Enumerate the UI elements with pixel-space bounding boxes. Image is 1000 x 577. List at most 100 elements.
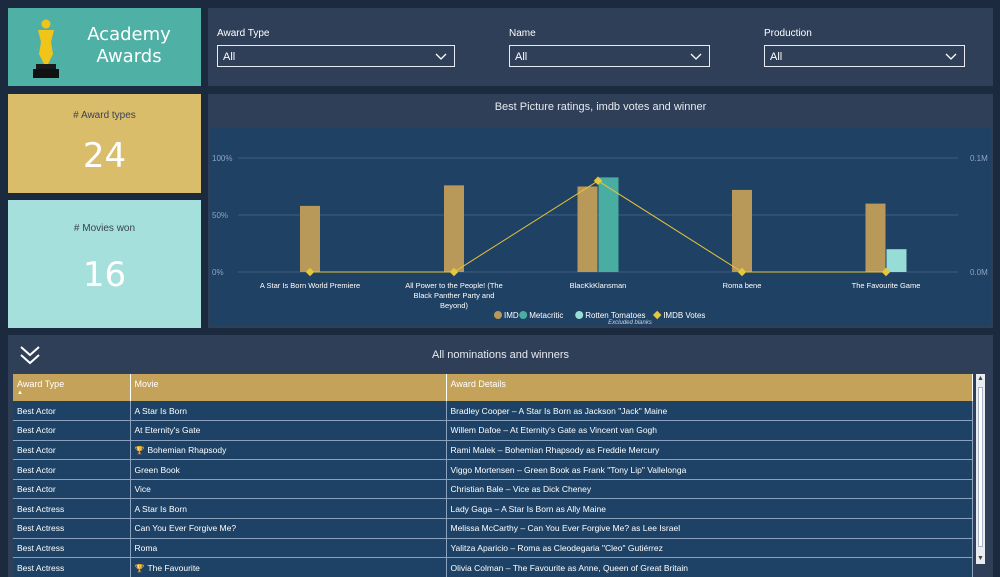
x-axis-tick-label: Beyond) <box>440 301 468 310</box>
x-axis-tick-label: Black Panther Party and <box>414 291 495 300</box>
cell-movie: 🏆 Bohemian Rhapsody <box>130 440 447 461</box>
scrollbar-thumb[interactable] <box>978 387 983 547</box>
column-header-movie-label: Movie <box>134 379 159 389</box>
nominations-table: Award Type ▲ Movie Award Details Best Act… <box>13 374 973 577</box>
cell-award-type: Best Actress <box>13 498 131 520</box>
column-header-award-details[interactable]: Award Details <box>446 374 973 401</box>
cell-movie: 🏆 The Favourite <box>130 557 447 577</box>
chart-line-point <box>449 267 459 277</box>
legend-marker <box>652 310 662 320</box>
legend-label: Metacritic <box>529 311 563 320</box>
column-header-movie[interactable]: Movie <box>130 374 447 401</box>
app-title-line1: Academy <box>87 24 171 45</box>
cell-movie: Vice <box>130 479 447 500</box>
y-axis-tick-label: 0% <box>212 268 224 277</box>
chart-plot-area[interactable]: 0% 50% 100% 0.0M 0.1M A Star Is Born World Pr… <box>210 128 991 326</box>
x-axis-tick-label: A Star Is Born World Premiere <box>260 281 360 290</box>
cell-award-details: Christian Bale – Vice as Dick Cheney <box>446 479 973 500</box>
cell-movie-label: Vice <box>134 484 151 495</box>
y-axis-tick-label: 100% <box>212 154 232 163</box>
logo-tile: Academy Awards <box>8 8 201 86</box>
cell-award-type: Best Actor <box>13 440 131 461</box>
combo-chart: 0% 50% 100% 0.0M 0.1M A Star Is Born World Pr… <box>212 154 988 326</box>
legend-label: IMD <box>504 311 519 320</box>
column-header-award-type[interactable]: Award Type ▲ <box>13 374 131 401</box>
cell-award-details: Yalitza Aparicio – Roma as Cleodegaria "… <box>446 538 973 559</box>
trophy-icon: 🏆 <box>134 445 145 455</box>
cell-movie-label: Roma <box>134 542 158 553</box>
chart-bar <box>577 186 598 272</box>
cell-award-type: Best Actress <box>13 518 131 539</box>
kpi-card-movies-won: # Movies won 16 <box>8 200 201 328</box>
y-axis-tick-label: 50% <box>212 211 228 220</box>
oscar-statue-icon <box>33 19 59 78</box>
cell-award-type: Best Actress <box>13 557 131 577</box>
legend-marker <box>519 311 528 319</box>
cell-award-type: Best Actor <box>13 479 131 500</box>
best-picture-chart-panel: Best Picture ratings, imdb votes and win… <box>208 94 993 328</box>
table-header-row: Award Type ▲ Movie Award Details <box>13 374 973 401</box>
cell-award-type: Best Actor <box>13 459 131 480</box>
table-title: All nominations and winners <box>432 349 569 361</box>
scroll-down-icon[interactable]: ▼ <box>977 555 984 562</box>
chart-bar <box>444 185 464 272</box>
cell-award-details: Willem Dafoe – At Eternity's Gate as Vin… <box>446 420 973 441</box>
cell-award-details: Olivia Colman – The Favourite as Anne, Q… <box>446 557 973 577</box>
x-axis-tick-label: The Favourite Game <box>852 281 921 290</box>
column-header-award-type-label: Award Type <box>17 379 65 389</box>
filter-bar: Award Type All Name All Production All <box>208 8 993 86</box>
cell-movie: Green Book <box>130 459 447 480</box>
filter-award-type-dropdown[interactable]: All <box>217 45 455 67</box>
cell-movie-label: The Favourite <box>147 562 200 573</box>
filter-name-dropdown[interactable]: All <box>509 45 710 67</box>
chevron-down-icon <box>435 53 447 60</box>
cell-award-details: Lady Gaga – A Star Is Born as Ally Maine <box>446 498 973 520</box>
x-axis-tick-label: BlacKkKlansman <box>570 281 627 290</box>
table-scrollbar[interactable]: ▲ ▼ <box>976 374 985 564</box>
kpi-movies-won-label: # Movies won <box>73 223 136 234</box>
chart-line-point <box>305 267 315 277</box>
double-chevron-down-icon[interactable] <box>18 344 42 366</box>
legend-note: Excluded blanks <box>608 320 652 326</box>
table-row[interactable]: Best Actor At Eternity's Gate Willem Dafoe… <box>13 420 973 441</box>
chart-bar <box>732 189 752 272</box>
table-row[interactable]: Best Actor Vice Christian Bale – Vice as D… <box>13 479 973 500</box>
y2-axis-tick-label: 0.1M <box>970 154 988 163</box>
chart-bar <box>865 203 886 272</box>
kpi-movies-won-value: 16 <box>82 255 127 295</box>
cell-award-details: Bradley Cooper – A Star Is Born as Jacks… <box>446 401 973 422</box>
kpi-card-award-types: # Award types 24 <box>8 94 201 193</box>
nominations-table-panel: All nominations and winners Award Type ▲ … <box>8 335 993 577</box>
chart-line <box>310 180 886 273</box>
table-row[interactable]: Best Actress A Star Is Born Lady Gaga – A … <box>13 498 973 520</box>
column-header-award-details-label: Award Details <box>450 379 506 389</box>
scroll-up-icon[interactable]: ▲ <box>977 375 984 382</box>
legend-marker <box>494 311 502 319</box>
cell-award-type: Best Actor <box>13 401 131 422</box>
kpi-award-types-value: 24 <box>82 136 127 176</box>
cell-movie-label: Bohemian Rhapsody <box>147 444 227 455</box>
cell-award-details: Rami Malek – Bohemian Rhapsody as Freddi… <box>446 440 973 461</box>
cell-award-details: Melissa McCarthy – Can You Ever Forgive … <box>446 518 973 539</box>
cell-movie-label: Can You Ever Forgive Me? <box>134 523 237 534</box>
filter-production-value: All <box>770 51 783 63</box>
cell-award-type: Best Actress <box>13 538 131 559</box>
filter-production-dropdown[interactable]: All <box>764 45 965 67</box>
cell-movie: At Eternity's Gate <box>130 420 447 441</box>
filter-name-value: All <box>515 51 528 63</box>
chart-line-point <box>737 267 747 277</box>
table-row[interactable]: Best Actor A Star Is Born Bradley Cooper –… <box>13 401 973 422</box>
filter-name-label: Name <box>509 28 536 39</box>
chart-line-point <box>881 267 891 277</box>
table-row[interactable]: Best Actor Green Book Viggo Mortensen – Gr… <box>13 459 973 480</box>
cell-movie-label: A Star Is Born <box>134 503 187 514</box>
table-row[interactable]: Best Actress Can You Ever Forgive Me? Meli… <box>13 518 973 539</box>
table-row[interactable]: Best Actress Roma Yalitza Aparicio – Roma … <box>13 538 973 559</box>
table-row[interactable]: Best Actor 🏆 Bohemian Rhapsody Rami Malek –… <box>13 440 973 461</box>
filter-award-type-value: All <box>223 51 236 63</box>
cell-movie-label: Green Book <box>134 464 180 475</box>
table-row[interactable]: Best Actress 🏆 The Favourite Olivia Colman … <box>13 557 973 577</box>
cell-movie-label: A Star Is Born <box>134 405 187 416</box>
trophy-icon: 🏆 <box>134 563 145 573</box>
cell-movie: Can You Ever Forgive Me? <box>130 518 447 539</box>
